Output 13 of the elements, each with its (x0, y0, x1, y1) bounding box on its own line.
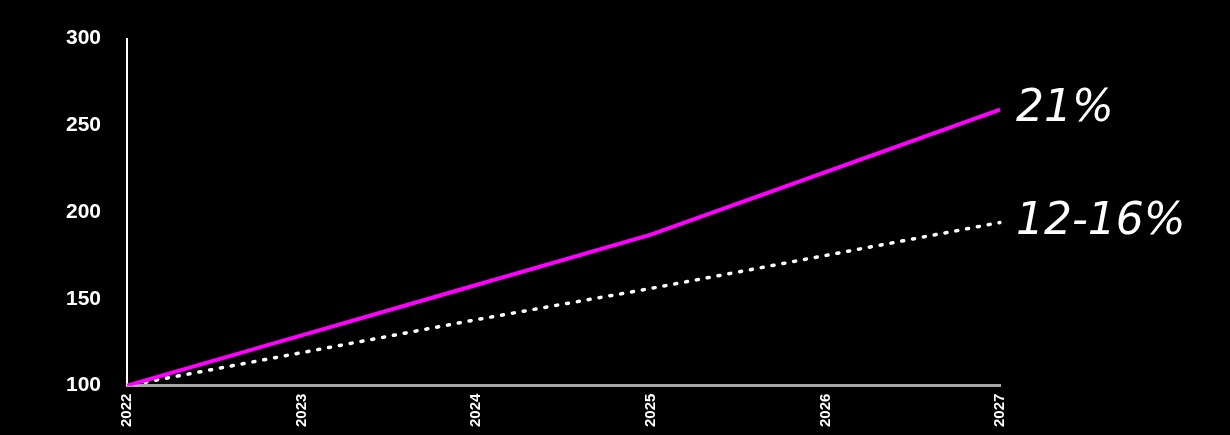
y-tick-label: 150 (65, 285, 102, 309)
x-tick-label: 2024 (466, 392, 484, 428)
x-tick-label: 2025 (640, 393, 658, 428)
y-tick-label: 100 (65, 372, 102, 396)
x-tick-label: 2022 (117, 393, 135, 428)
annotation: 21% (1016, 80, 1114, 132)
y-tick-label: 250 (65, 112, 102, 136)
y-tick-label: 200 (65, 198, 102, 222)
x-tick-label: 2027 (990, 393, 1008, 428)
annotation: 12-16% (1016, 192, 1186, 244)
x-tick-label: 2023 (291, 393, 309, 428)
x-tick-label: 2026 (815, 393, 833, 428)
y-tick-label: 300 (65, 25, 102, 49)
